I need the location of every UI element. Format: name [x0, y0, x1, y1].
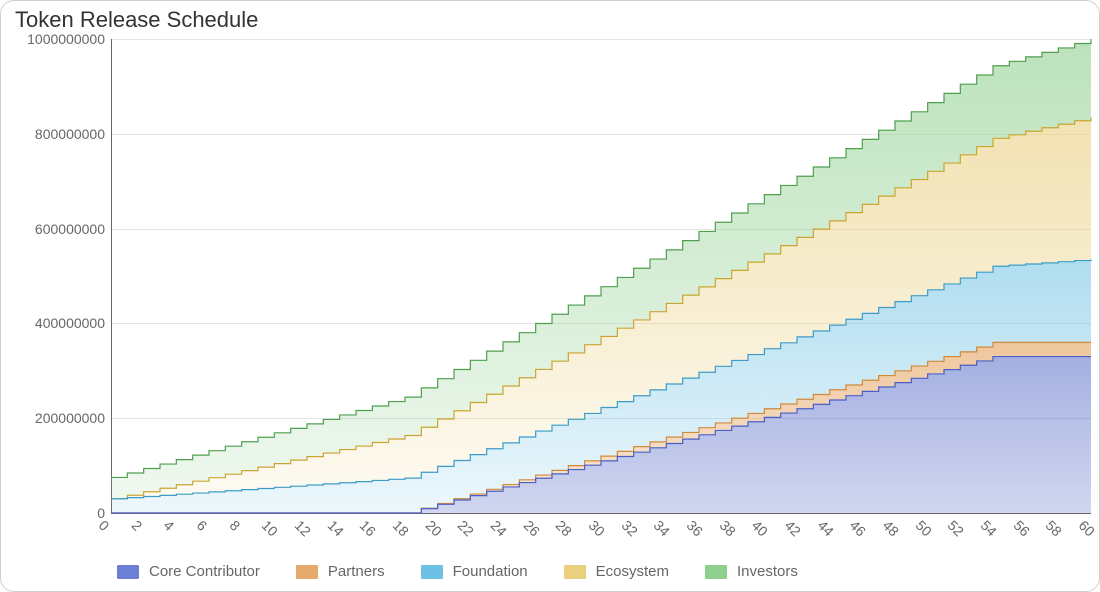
x-axis-label: 50 — [912, 517, 934, 539]
x-axis-label: 20 — [422, 517, 444, 539]
x-axis-label: 32 — [618, 517, 640, 539]
legend-swatch — [705, 565, 727, 579]
x-axis-label: 52 — [945, 517, 967, 539]
legend-label: Investors — [737, 563, 798, 580]
legend-swatch — [117, 565, 139, 579]
x-axis-label: 12 — [292, 517, 314, 539]
legend-item-partners: Partners — [296, 563, 385, 580]
y-axis-label: 200000000 — [35, 410, 105, 426]
legend-item-foundation: Foundation — [421, 563, 528, 580]
legend-swatch — [296, 565, 318, 579]
x-axis-label: 22 — [455, 517, 477, 539]
x-axis-label: 2 — [128, 517, 145, 534]
x-axis-label: 14 — [324, 517, 346, 539]
x-axis-label: 4 — [161, 517, 178, 534]
legend-swatch — [421, 565, 443, 579]
x-axis-label: 44 — [814, 517, 836, 539]
y-axis-label: 1000000000 — [27, 31, 105, 47]
x-axis-label: 34 — [651, 517, 673, 539]
x-axis-label: 8 — [226, 517, 243, 534]
x-axis-label: 24 — [488, 517, 510, 539]
x-axis-label: 6 — [194, 517, 211, 534]
chart-svg — [111, 39, 1091, 513]
x-axis-label: 60 — [1076, 517, 1098, 539]
legend-swatch — [564, 565, 586, 579]
y-axis-label: 600000000 — [35, 221, 105, 237]
plot-area: 0200000000400000000600000000800000000100… — [111, 39, 1091, 513]
chart-title: Token Release Schedule — [15, 7, 258, 33]
x-axis-label: 38 — [716, 517, 738, 539]
legend-label: Core Contributor — [149, 563, 260, 580]
legend: Core Contributor Partners Foundation Ecosys… — [117, 563, 798, 580]
legend-label: Foundation — [453, 563, 528, 580]
legend-item-investors: Investors — [705, 563, 798, 580]
legend-label: Partners — [328, 563, 385, 580]
x-axis-label: 18 — [390, 517, 412, 539]
chart-card: Token Release Schedule 02000000004000000… — [0, 0, 1100, 592]
x-axis-label: 40 — [749, 517, 771, 539]
y-axis-label: 400000000 — [35, 315, 105, 331]
legend-item-ecosystem: Ecosystem — [564, 563, 669, 580]
legend-label: Ecosystem — [596, 563, 669, 580]
x-axis-label: 54 — [978, 517, 1000, 539]
x-axis-label: 36 — [684, 517, 706, 539]
x-axis-label: 30 — [586, 517, 608, 539]
x-axis-label: 58 — [1043, 517, 1065, 539]
x-axis-label: 16 — [357, 517, 379, 539]
x-axis-label: 42 — [782, 517, 804, 539]
x-axis-label: 28 — [553, 517, 575, 539]
x-axis-label: 46 — [847, 517, 869, 539]
x-axis-label: 48 — [880, 517, 902, 539]
legend-item-core-contributor: Core Contributor — [117, 563, 260, 580]
y-axis-label: 800000000 — [35, 126, 105, 142]
x-axis-label: 10 — [259, 517, 281, 539]
x-axis-label: 56 — [1010, 517, 1032, 539]
x-axis-label: 26 — [520, 517, 542, 539]
